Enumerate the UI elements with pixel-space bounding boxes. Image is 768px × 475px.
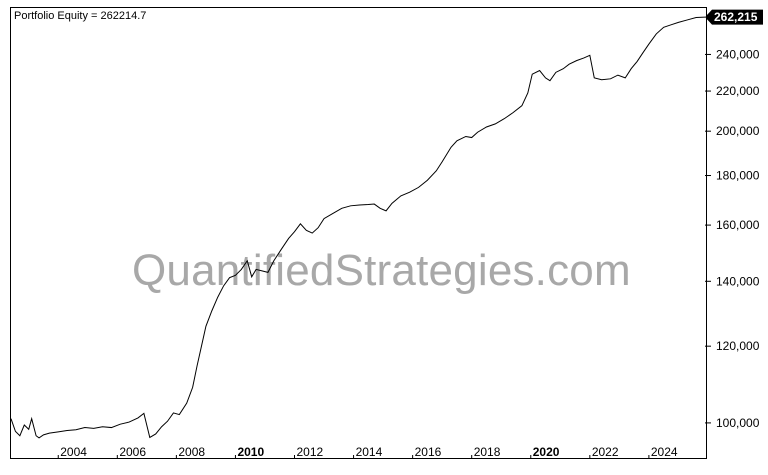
- equity-series-line: [10, 16, 706, 439]
- x-tick-label: 2022: [592, 445, 619, 459]
- x-tick-label: 2020: [533, 445, 560, 459]
- chart-title: Portfolio Equity = 262214.7: [14, 10, 147, 22]
- x-tick-label: 2024: [651, 445, 678, 459]
- plot-frame: [10, 7, 707, 459]
- x-tick-label: 2014: [356, 445, 383, 459]
- y-tick-label: 180,000: [716, 169, 760, 183]
- x-tick-label: 2010: [237, 445, 264, 459]
- y-axis: 100,000 120,000 140,000 160,000 180,000 200,0…: [705, 47, 760, 430]
- plot-lines: [10, 16, 706, 439]
- x-tick-label: 2008: [178, 445, 205, 459]
- y-tick-label: 200,000: [716, 124, 760, 138]
- x-tick-label: 2006: [119, 445, 146, 459]
- x-tick-label: 2018: [474, 445, 501, 459]
- last-value-label-bg: [705, 9, 763, 25]
- y-tick-label: 220,000: [716, 84, 760, 98]
- x-axis: 2004 2006 2008 2010 2012 2014 2016 2018 2020 2022…: [57, 445, 678, 459]
- y-tick-label: 100,000: [716, 416, 760, 430]
- x-tick-label: 2012: [297, 445, 324, 459]
- last-value-label-text: 262,215: [714, 10, 758, 24]
- x-tick-label: 2004: [60, 445, 87, 459]
- y-tick-label: 120,000: [716, 339, 760, 353]
- y-tick-label: 240,000: [716, 47, 760, 61]
- y-tick-label: 160,000: [716, 218, 760, 232]
- y-tick-label: 140,000: [716, 274, 760, 288]
- last-value-label: 262,215: [705, 9, 763, 25]
- x-tick-label: 2016: [415, 445, 442, 459]
